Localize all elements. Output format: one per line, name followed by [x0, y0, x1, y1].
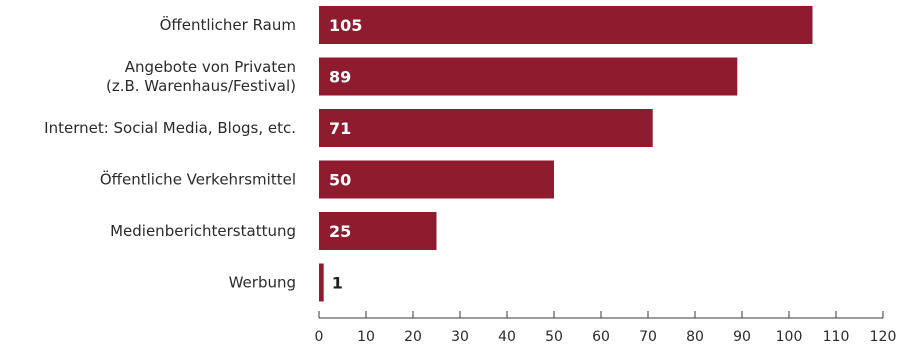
bar-4 [319, 212, 437, 250]
bar-2 [319, 109, 653, 147]
category-label-1-line-1: (z.B. Warenhaus/Festival) [106, 77, 296, 95]
category-label-0: Öffentlicher Raum [160, 15, 296, 34]
x-tick-label-10: 100 [776, 329, 803, 345]
x-tick-label-7: 70 [639, 329, 657, 345]
x-tick-label-12: 120 [870, 329, 897, 345]
x-tick-label-9: 90 [733, 329, 751, 345]
category-label-3: Öffentliche Verkehrsmittel [100, 170, 296, 189]
bar-5 [319, 263, 324, 302]
bar-value-label-0: 105 [329, 16, 362, 35]
category-labels-group: Öffentlicher Raum Angebote von Privaten(z… [44, 15, 296, 292]
x-tick-label-3: 30 [451, 329, 469, 345]
x-axis-ticks-group: 0 10 20 30 40 50 60 70 80 90 100 110 120 [315, 311, 897, 345]
bar-1 [319, 57, 738, 96]
bars-group [319, 6, 813, 302]
value-labels-group: 105 89 71 50 25 1 [329, 16, 362, 293]
x-tick-label-11: 110 [823, 329, 850, 345]
bar-3 [319, 160, 554, 199]
x-tick-label-5: 50 [545, 329, 563, 345]
category-label-5: Werbung [229, 274, 296, 292]
category-label-4: Medienberichterstattung [110, 222, 296, 240]
bar-value-label-4: 25 [329, 222, 351, 241]
x-tick-label-8: 80 [686, 329, 704, 345]
bar-value-label-1: 89 [329, 68, 351, 87]
x-tick-label-4: 40 [498, 329, 516, 345]
category-label-2: Internet: Social Media, Blogs, etc. [44, 119, 296, 137]
x-tick-label-1: 10 [357, 329, 375, 345]
category-label-1-line-0: Angebote von Privaten [125, 58, 296, 76]
bar-value-label-5: 1 [332, 274, 343, 293]
x-tick-label-2: 20 [404, 329, 422, 345]
x-tick-label-6: 60 [592, 329, 610, 345]
bar-value-label-3: 50 [329, 171, 351, 190]
bar-value-label-2: 71 [329, 119, 351, 138]
bar-0 [319, 6, 813, 44]
x-tick-label-0: 0 [315, 329, 324, 345]
